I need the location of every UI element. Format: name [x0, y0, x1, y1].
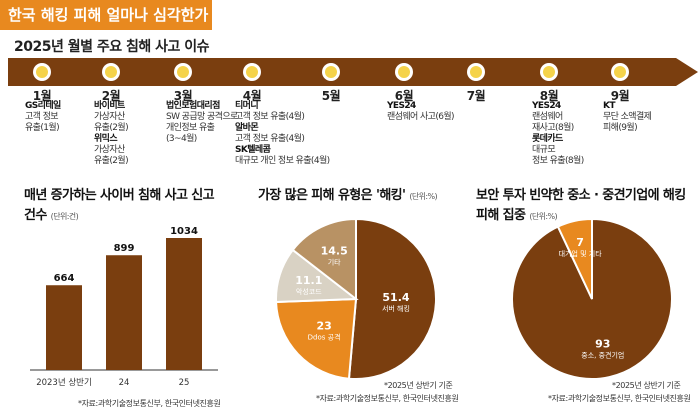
pie1-source: *자료:과학기술정보통신부, 한국인터넷진흥원 [316, 394, 459, 403]
month-events: 티머니 고객 정보 유출(4월) 알바몬 고객 정보 유출(4월) SK텔레콤 대규모 개… [235, 101, 330, 167]
pie-slice [275, 297, 358, 380]
month-label: 7월 [466, 89, 486, 103]
month-events: 바이비트 가상자산 유출(2월) 위믹스 가상자산 유출(2월) [94, 101, 129, 167]
event-detail: 재사고(8월) [532, 123, 574, 133]
month-label: 6월 [394, 89, 414, 103]
bar-chart: 664 2023년 상반기 899 24 1034 25 [30, 226, 218, 388]
event-detail: 고객 정보 [25, 112, 59, 122]
month-label: 8월 [539, 89, 559, 103]
event-name: 알바몬 [235, 123, 259, 133]
bar-value-label: 899 [114, 243, 135, 254]
event-name: SK텔레콤 [235, 145, 271, 155]
event-detail: 고객 정보 유출(4월) [235, 134, 305, 144]
timeline-dot-inner [543, 66, 555, 78]
pie1-unit: (단위:%) [409, 192, 438, 201]
pie-slice-name: 기타 [328, 257, 341, 266]
event-detail: SW 공급망 공격으로 [166, 112, 238, 122]
event-detail: 고객 정보 유출(4월) [235, 112, 305, 122]
bar-chart-title: 매년 증가하는 사이버 침해 사고 신고 건수 (단위:건) [24, 188, 215, 223]
timeline-dot-inner [398, 66, 410, 78]
event-name: YES24 [387, 101, 416, 111]
bar-value-label: 1034 [170, 226, 198, 237]
banner-title: 한국 해킹 피해 얼마나 심각한가 [0, 0, 212, 30]
timeline-arrow [8, 58, 698, 86]
event-detail: 유출(2월) [94, 123, 129, 133]
pie2-source: *자료:과학기술정보통신부, 한국인터넷진흥원 [548, 394, 691, 403]
event-detail: 유출(2월) [94, 156, 129, 166]
pie-slice [556, 217, 593, 300]
timeline-dot-inner [470, 66, 482, 78]
month-label: 1월 [32, 89, 52, 103]
timeline-dot-inner [177, 66, 189, 78]
event-detail: 랜섬웨어 사고(6월) [387, 112, 455, 122]
pie-value-label: 14.5 [321, 244, 348, 257]
pie1-title: 가장 많은 피해 유형은 '해킹' (단위:%) [258, 188, 438, 203]
pie-slice-name: 대기업 및 기타 [559, 249, 603, 258]
month-events: YES24 랜섬웨어 사고(6월) [387, 101, 455, 123]
pie-slice-name: 악성코드 [296, 287, 322, 296]
event-detail: 개인정보 유출 [166, 123, 215, 133]
pie2-unit: (단위:%) [529, 212, 557, 221]
month-events: YES24 랜섬웨어 재사고(8월) 롯데카드 대규모 정보 유출(8월) [532, 101, 584, 167]
pie-slice-name: 서버 해킹 [382, 304, 410, 313]
pie2-title: 보안 투자 빈약한 중소 · 중견기업에 해킹 피해 집중 (단위:%) [476, 188, 686, 223]
month-label: 3월 [173, 89, 193, 103]
timeline-dot-inner [246, 66, 258, 78]
pie-value-label: 11.1 [295, 274, 322, 287]
pie-value-label: 93 [595, 337, 610, 350]
event-name: YES24 [532, 101, 561, 111]
pie2-note: *2025년 상반기 기준 [612, 381, 681, 390]
bar [166, 238, 202, 370]
month-label: 5월 [321, 89, 341, 103]
bar-chart-unit: (단위:건) [50, 212, 79, 221]
event-detail: 가상자산 [94, 145, 125, 155]
event-detail: 정보 유출(8월) [532, 156, 584, 166]
event-detail: 가상자산 [94, 112, 125, 122]
event-detail: (3~4월) [166, 134, 197, 144]
bar-category-label: 25 [179, 378, 190, 388]
event-name: 롯데카드 [532, 134, 563, 144]
timeline-dot-inner [105, 66, 117, 78]
pie1-note: *2025년 상반기 기준 [384, 381, 453, 390]
event-name: GS리테일 [25, 101, 61, 111]
timeline-dots [33, 63, 629, 81]
pie-slice-name: 중소, 중견기업 [581, 350, 624, 359]
month-label: 4월 [242, 89, 262, 103]
timeline-dot-inner [325, 66, 337, 78]
event-detail: 피해(9월) [603, 123, 638, 133]
event-name: 티머니 [235, 101, 259, 111]
bar [46, 285, 82, 370]
timeline-dot-inner [614, 66, 626, 78]
bar-category-label: 24 [119, 378, 130, 388]
month-label: 9월 [610, 89, 630, 103]
month-events: KT 무단 소액결제 피해(9월) [603, 101, 652, 134]
event-detail: 유출(1월) [25, 123, 60, 133]
month-label: 2월 [101, 89, 121, 103]
event-name: KT [603, 101, 616, 111]
event-detail: 대규모 개인 정보 유출(4월) [235, 156, 330, 166]
event-name: 위믹스 [94, 134, 118, 144]
month-events: 법인보험대리점 SW 공급망 공격으로 개인정보 유출 (3~4월) [166, 101, 238, 145]
pie-value-label: 51.4 [382, 291, 409, 304]
event-detail: 대규모 [532, 145, 556, 155]
bar-category-label: 2023년 상반기 [36, 377, 92, 388]
pie-value-label: 7 [576, 236, 584, 249]
bar-value-label: 664 [54, 273, 75, 284]
bar-chart-source: *자료:과학기술정보통신부, 한국인터넷진흥원 [78, 399, 221, 408]
event-name: 법인보험대리점 [166, 101, 220, 111]
timeline-dot-inner [36, 66, 48, 78]
pie-slice [291, 217, 357, 302]
timeline-title: 2025년 월별 주요 침해 사고 이슈 [14, 39, 210, 55]
event-name: 바이비트 [94, 101, 125, 111]
pie-slice-name: Ddos 공격 [308, 333, 341, 341]
event-detail: 랜섬웨어 [532, 112, 563, 122]
pie-value-label: 23 [316, 319, 331, 332]
bar [106, 255, 142, 370]
pie-slice [347, 217, 437, 380]
month-events: GS리테일 고객 정보 유출(1월) [25, 101, 61, 134]
event-detail: 무단 소액결제 [603, 112, 652, 122]
